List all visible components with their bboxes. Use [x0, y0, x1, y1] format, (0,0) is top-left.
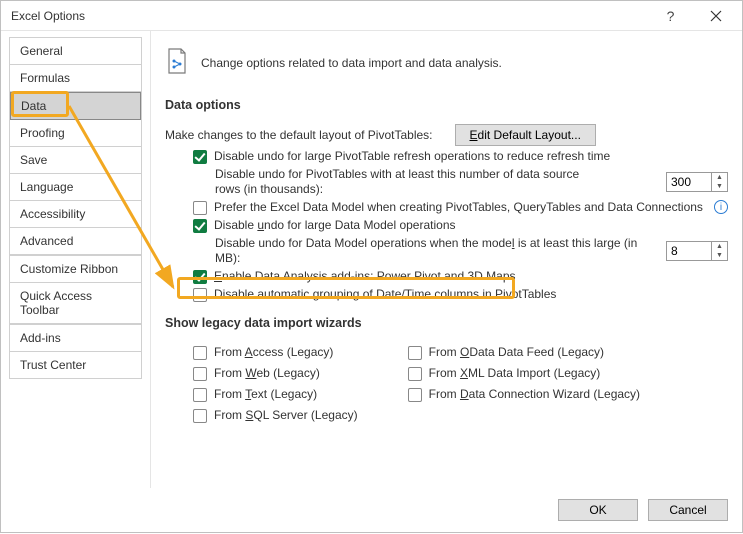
info-icon[interactable]: i — [714, 200, 728, 214]
checkbox-from-text[interactable] — [193, 388, 207, 402]
sidebar-item-save[interactable]: Save — [10, 147, 141, 174]
checkbox-from-xml[interactable] — [408, 367, 422, 381]
sidebar-item-accessibility[interactable]: Accessibility — [10, 201, 141, 228]
sidebar: General Formulas Data Proofing Save Lang… — [1, 31, 151, 488]
main-pane: Change options related to data import an… — [151, 31, 742, 488]
cancel-button[interactable]: Cancel — [648, 499, 728, 521]
label-disable-undo-pivot: Disable undo for large PivotTable refres… — [214, 149, 610, 164]
label-enable-addins: Enable Data Analysis add-ins: Power Pivo… — [214, 269, 516, 284]
sidebar-item-advanced[interactable]: Advanced — [10, 228, 141, 255]
label-from-dcw: From Data Connection Wizard (Legacy) — [429, 387, 640, 402]
checkbox-from-access[interactable] — [193, 346, 207, 360]
section-data-options: Data options — [165, 98, 728, 112]
data-icon — [165, 47, 191, 80]
label-from-text: From Text (Legacy) — [214, 387, 317, 402]
checkbox-disable-undo-pivot[interactable] — [193, 150, 207, 164]
window-title: Excel Options — [11, 9, 648, 23]
checkbox-enable-addins[interactable] — [193, 270, 207, 284]
spinner-pivot-rows[interactable]: ▲▼ — [666, 172, 728, 192]
sidebar-item-customize-ribbon[interactable]: Customize Ribbon — [10, 256, 141, 283]
footer: OK Cancel — [1, 488, 742, 532]
checkbox-prefer-data-model[interactable] — [193, 201, 207, 215]
label-disable-undo-threshold: Disable undo for PivotTables with at lea… — [215, 167, 605, 197]
sidebar-item-data[interactable]: Data — [10, 92, 141, 120]
label-prefer-data-model: Prefer the Excel Data Model when creatin… — [214, 200, 703, 215]
sidebar-item-language[interactable]: Language — [10, 174, 141, 201]
excel-options-dialog: Excel Options ? General Formulas Data Pr… — [0, 0, 743, 533]
checkbox-from-dcw[interactable] — [408, 388, 422, 402]
pivot-default-label: Make changes to the default layout of Pi… — [165, 128, 433, 143]
label-from-odata: From OData Data Feed (Legacy) — [429, 345, 604, 360]
sidebar-item-proofing[interactable]: Proofing — [10, 120, 141, 147]
ok-button[interactable]: OK — [558, 499, 638, 521]
checkbox-disable-undo-model[interactable] — [193, 219, 207, 233]
close-button[interactable] — [693, 2, 738, 30]
checkbox-from-odata[interactable] — [408, 346, 422, 360]
label-disable-undo-model-threshold: Disable undo for Data Model operations w… — [215, 236, 650, 266]
label-from-web: From Web (Legacy) — [214, 366, 320, 381]
label-disable-auto-group: Disable automatic grouping of Date/Time … — [214, 287, 556, 302]
label-from-sql: From SQL Server (Legacy) — [214, 408, 358, 423]
label-from-access: From Access (Legacy) — [214, 345, 333, 360]
help-button[interactable]: ? — [648, 2, 693, 30]
input-model-mb[interactable] — [667, 242, 711, 260]
label-disable-undo-model: Disable undo for large Data Model operat… — [214, 218, 456, 233]
edit-default-layout-button[interactable]: Edit Default Layout... — [455, 124, 596, 146]
input-pivot-rows[interactable] — [667, 173, 711, 191]
checkbox-disable-auto-group[interactable] — [193, 288, 207, 302]
sidebar-item-formulas[interactable]: Formulas — [10, 65, 141, 92]
sidebar-item-trust-center[interactable]: Trust Center — [10, 352, 141, 378]
titlebar: Excel Options ? — [1, 1, 742, 31]
checkbox-from-web[interactable] — [193, 367, 207, 381]
label-from-xml: From XML Data Import (Legacy) — [429, 366, 601, 381]
header-description: Change options related to data import an… — [201, 56, 502, 71]
spinner-model-mb[interactable]: ▲▼ — [666, 241, 728, 261]
sidebar-item-general[interactable]: General — [10, 38, 141, 65]
section-legacy: Show legacy data import wizards — [165, 316, 728, 330]
sidebar-item-quick-access[interactable]: Quick Access Toolbar — [10, 283, 141, 324]
sidebar-item-addins[interactable]: Add-ins — [10, 325, 141, 352]
checkbox-from-sql[interactable] — [193, 409, 207, 423]
